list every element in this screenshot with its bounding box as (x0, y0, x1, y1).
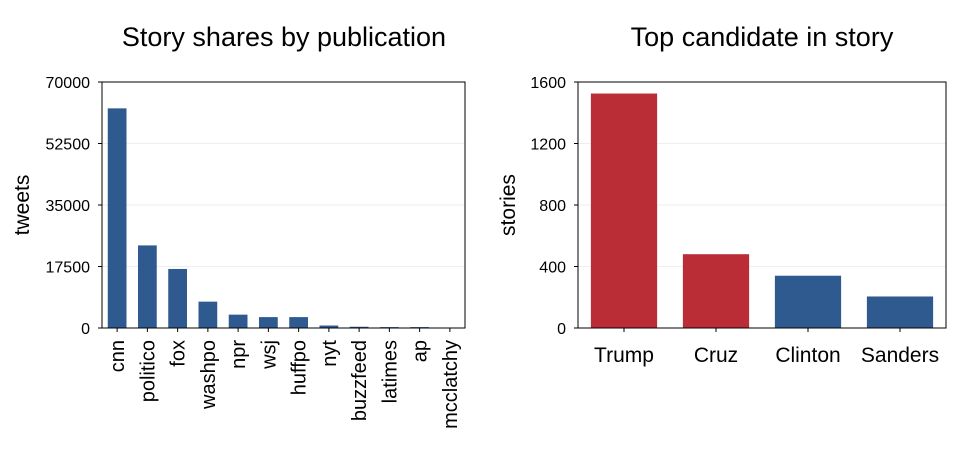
x-tick-label: Sanders (861, 344, 939, 367)
bar-nyt (319, 325, 339, 328)
plot-frame (101, 81, 466, 329)
bar-washpo (198, 301, 218, 328)
x-tick-label: fox (168, 340, 190, 367)
y-tick-label: 35000 (46, 198, 91, 215)
x-tick-label: cnn (107, 340, 129, 372)
x-tick-label: nyt (319, 340, 341, 367)
bar-Trump (590, 93, 658, 328)
chart-title: Top candidate in story (631, 22, 894, 52)
y-tick-label: 0 (81, 321, 90, 338)
x-tick-label: Cruz (694, 344, 738, 367)
x-tick-label: washpo (198, 340, 220, 410)
x-tick-label: wsj (258, 340, 280, 370)
bar-politico (137, 245, 157, 328)
y-tick-label: 17500 (46, 260, 91, 277)
y-tick-label: 800 (539, 198, 566, 215)
plot-frame (577, 81, 947, 329)
bar-cnn (107, 108, 127, 328)
y-axis-label: tweets (11, 175, 34, 236)
bar-buzzfeed (349, 326, 369, 328)
x-tick-label: ap (410, 340, 432, 362)
bar-Sanders (866, 296, 934, 328)
y-tick-label: 52500 (46, 137, 91, 154)
x-tick-label: latimes (379, 340, 401, 403)
y-tick-label: 400 (539, 260, 566, 277)
bar-npr (228, 314, 248, 328)
bar-wsj (258, 317, 278, 328)
x-tick-label: politico (137, 340, 159, 402)
y-tick-label: 0 (557, 321, 566, 338)
chart-title: Story shares by publication (122, 22, 446, 52)
x-tick-label: npr (228, 340, 250, 369)
bar-Cruz (682, 254, 750, 328)
x-tick-label: mcclatchy (440, 340, 462, 429)
y-axis-label: stories (497, 174, 520, 236)
y-tick-label: 1600 (530, 75, 566, 92)
y-tick-label: 70000 (46, 75, 91, 92)
x-tick-label: buzzfeed (349, 340, 371, 421)
bar-Clinton (774, 275, 842, 328)
bar-fox (168, 268, 188, 328)
x-tick-label: huffpo (289, 340, 311, 395)
x-tick-label: Trump (594, 344, 654, 367)
x-tick-label: Clinton (775, 344, 840, 367)
bar-huffpo (289, 317, 309, 328)
y-tick-label: 1200 (530, 137, 566, 154)
